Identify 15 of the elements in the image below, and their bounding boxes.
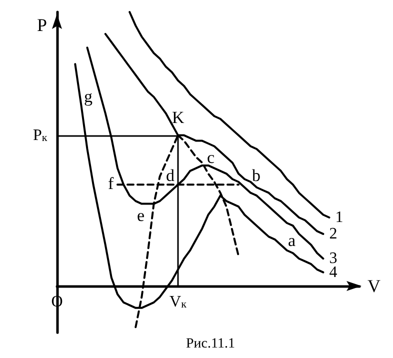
series-label: 1	[335, 209, 344, 226]
annotation: e	[137, 206, 145, 225]
annotation: b	[252, 166, 260, 185]
text: Рис.11.1	[186, 336, 235, 352]
x-tick-label: Vк	[170, 294, 188, 310]
y-axis-title: P	[36, 15, 47, 35]
series-label: 2	[329, 225, 338, 242]
annotation: c	[207, 148, 215, 167]
annotation: a	[288, 231, 296, 250]
annotation: d	[166, 166, 175, 185]
x-axis-title: V	[368, 276, 380, 296]
annotation: g	[84, 87, 93, 106]
ref-line-label: Pк	[33, 126, 48, 144]
annotation: f	[108, 174, 114, 193]
annotation: K	[172, 108, 185, 127]
